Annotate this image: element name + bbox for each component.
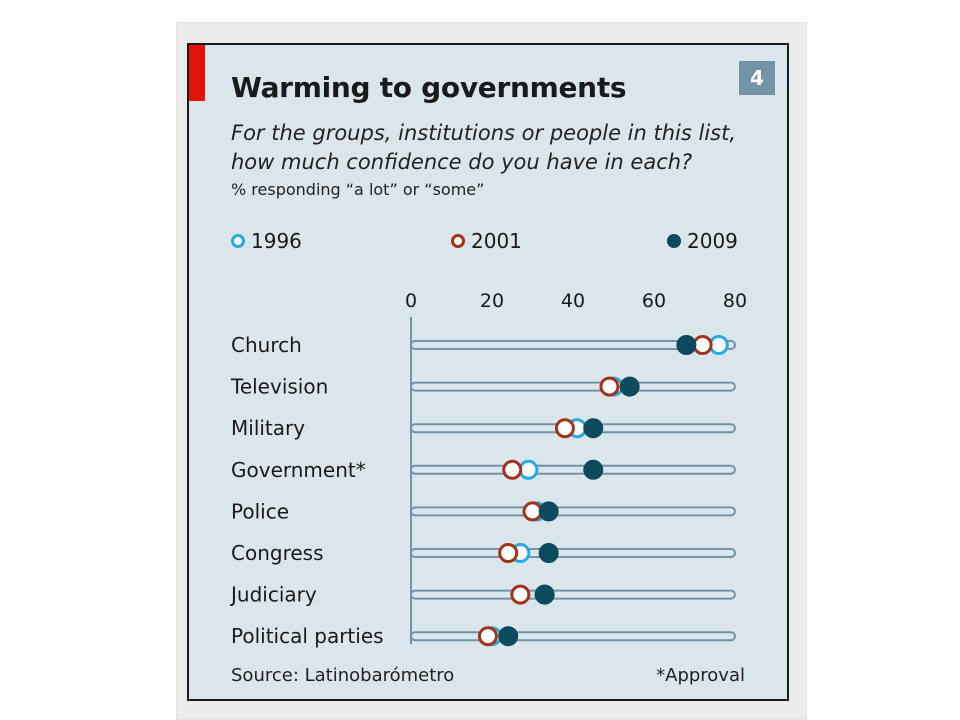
data-point-2001 bbox=[599, 376, 620, 397]
x-tick-label: 40 bbox=[561, 290, 585, 312]
data-point-2009 bbox=[583, 459, 604, 480]
data-point-2009 bbox=[538, 501, 559, 522]
category-label: Military bbox=[231, 416, 305, 440]
chart-title: Warming to governments bbox=[231, 71, 627, 104]
legend-marker-1996 bbox=[231, 234, 245, 248]
legend-marker-2009 bbox=[667, 234, 681, 248]
category-label: Government* bbox=[231, 458, 366, 482]
legend-label-2009: 2009 bbox=[687, 229, 738, 253]
data-point-2001 bbox=[510, 584, 531, 605]
category-label: Church bbox=[231, 333, 302, 357]
category-track-bar bbox=[410, 506, 736, 517]
unit-note: % responding “a lot” or “some” bbox=[231, 180, 485, 199]
legend: 1996 2001 2009 bbox=[231, 229, 751, 259]
category-label: Political parties bbox=[231, 624, 384, 648]
legend-item-1996: 1996 bbox=[231, 229, 302, 253]
category-track-bar bbox=[410, 381, 736, 392]
legend-label-1996: 1996 bbox=[251, 229, 302, 253]
legend-label-2001: 2001 bbox=[471, 229, 522, 253]
category-label: Police bbox=[231, 499, 289, 523]
data-point-2009 bbox=[538, 543, 559, 563]
legend-item-2001: 2001 bbox=[451, 229, 522, 253]
category-track-bar bbox=[410, 464, 736, 475]
category-track-bar bbox=[410, 631, 736, 642]
brand-red-tab bbox=[189, 45, 205, 101]
category-track-bar bbox=[410, 589, 736, 600]
data-point-2001 bbox=[502, 459, 523, 480]
dot-plot: 0 20 40 60 80 Church Television Military Governm… bbox=[229, 290, 747, 648]
x-tick-label: 20 bbox=[480, 290, 504, 312]
data-point-2001 bbox=[554, 418, 575, 439]
data-point-2009 bbox=[619, 376, 640, 397]
x-tick-label: 60 bbox=[642, 290, 666, 312]
data-point-2001 bbox=[498, 543, 519, 563]
footnote: *Approval bbox=[656, 665, 745, 686]
data-point-2001 bbox=[692, 335, 713, 355]
category-track-bar bbox=[410, 340, 736, 350]
category-label: Judiciary bbox=[229, 583, 317, 607]
data-point-1996 bbox=[708, 335, 729, 355]
data-point-2009 bbox=[583, 418, 604, 439]
source-note: Source: Latinobarómetro bbox=[231, 665, 455, 686]
x-tick-label: 0 bbox=[405, 290, 417, 312]
chart-number-badge: 4 bbox=[739, 61, 775, 95]
x-tick-label: 80 bbox=[723, 290, 747, 312]
chart-subtitle: For the groups, institutions or people i… bbox=[231, 121, 737, 174]
data-point-2009 bbox=[498, 626, 519, 647]
chart-panel: 4 Warming to governments For the groups,… bbox=[187, 43, 789, 701]
category-label: Congress bbox=[231, 541, 324, 565]
data-point-1996 bbox=[518, 459, 539, 480]
data-point-2009 bbox=[676, 335, 697, 355]
legend-marker-2001 bbox=[451, 234, 465, 248]
data-point-2009 bbox=[534, 584, 555, 605]
data-point-2001 bbox=[522, 501, 543, 522]
data-point-2001 bbox=[477, 626, 498, 647]
category-track-bar bbox=[410, 548, 736, 558]
legend-item-2009: 2009 bbox=[667, 229, 738, 253]
category-label: Television bbox=[230, 375, 328, 399]
